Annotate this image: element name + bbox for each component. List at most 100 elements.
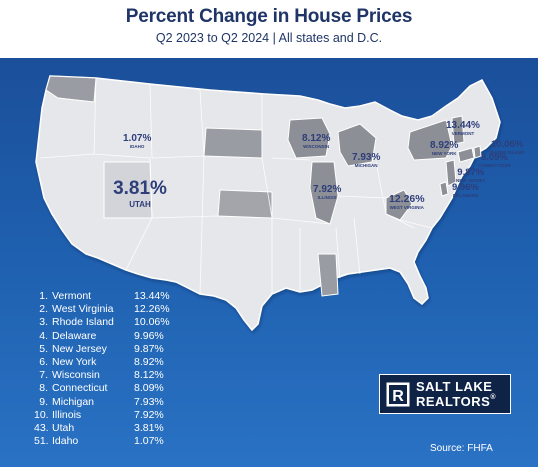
label-value: 10.06% <box>491 139 524 150</box>
label-illinois: 7.92% ILLINOIS <box>313 184 341 200</box>
state-wisconsin <box>287 117 331 159</box>
state-new-jersey <box>445 159 457 187</box>
state-borders <box>39 77 433 295</box>
logo-line1: SALT LAKE <box>416 379 493 394</box>
list-item: 2. West Virginia 12.26% <box>34 303 169 316</box>
rank-number: 5. <box>39 342 48 355</box>
state-mississippi <box>317 253 339 297</box>
rank-state: Utah <box>52 421 75 434</box>
label-state: NEW JERSEY <box>456 178 486 183</box>
rank-number: 8. <box>39 382 48 395</box>
label-value: 12.26% <box>389 193 425 205</box>
source-note: Source: FHFA <box>430 443 493 454</box>
rank-value: 13.44% <box>134 290 170 302</box>
logo-line2: REALTORS® <box>416 394 496 409</box>
state-rhode-island <box>473 145 482 159</box>
label-state: MICHIGAN <box>354 163 378 168</box>
rank-value: 9.87% <box>134 342 164 355</box>
rank-state: Illinois <box>52 408 82 421</box>
label-value: 8.92% <box>430 140 459 151</box>
label-state: RHODE ISLAND <box>490 150 525 155</box>
label-connecticut: 8.09% CONNECTICUT <box>478 152 511 168</box>
rank-value: 3.81% <box>134 421 164 434</box>
label-west-virginia: 12.26% WEST VIRGINIA <box>389 193 425 210</box>
label-state: NEW YORK <box>431 151 457 156</box>
label-state: WISCONSIN <box>303 144 330 149</box>
rank-state: Idaho <box>52 435 79 448</box>
rank-value: 8.92% <box>134 355 164 368</box>
rank-value: 9.96% <box>134 329 164 342</box>
label-state: UTAH <box>129 200 151 209</box>
label-value: 1.07% <box>123 133 152 144</box>
label-wisconsin: 8.12% WISCONSIN <box>302 133 330 149</box>
rank-number: 1. <box>39 290 48 302</box>
rank-state: New York <box>52 355 97 368</box>
rank-number: 4. <box>39 329 48 342</box>
list-item: 8. Connecticut 8.09% <box>34 382 164 395</box>
rank-number: 3. <box>39 316 48 329</box>
label-value: 7.93% <box>352 152 381 163</box>
label-value: 8.09% <box>480 152 508 163</box>
page-title: Percent Change in House Prices <box>125 6 413 27</box>
rank-value: 10.06% <box>134 316 170 329</box>
label-state: ILLINOIS <box>317 195 337 200</box>
label-utah: 3.81% UTAH <box>110 178 170 209</box>
label-delaware: 9.96% DELAWARE <box>452 182 479 198</box>
rank-value: 1.07% <box>134 435 164 448</box>
rank-value: 7.93% <box>134 395 164 408</box>
label-idaho: 1.07% IDAHO <box>123 133 151 149</box>
logo-line2-text: REALTORS <box>416 394 491 409</box>
rank-state: Connecticut <box>52 382 108 395</box>
list-item: 43. Utah 3.81% <box>34 421 164 435</box>
label-state: CONNECTICUT <box>478 163 511 168</box>
rank-value: 7.92% <box>134 408 164 421</box>
rank-number: 7. <box>39 369 48 382</box>
label-vermont: 13.44% VERMONT <box>446 120 480 136</box>
list-item: 7. Wisconsin 8.12% <box>34 369 164 382</box>
rank-number: 6. <box>39 355 48 368</box>
list-item: 4. Delaware 9.96% <box>34 329 164 343</box>
header: Percent Change in House Prices Q2 2023 t… <box>0 0 538 58</box>
label-value: 13.44% <box>446 120 480 131</box>
state-michigan <box>337 123 377 167</box>
list-item: 9. Michigan 7.93% <box>34 395 164 409</box>
ranking-list: 1. Vermont 13.44% 2. West Virginia 12.26% 3.… <box>34 290 170 448</box>
state-kansas <box>217 189 273 219</box>
rank-value: 8.09% <box>134 382 164 395</box>
realtor-mark-icon: R <box>386 382 410 407</box>
logo-mark-letter: R <box>392 388 404 405</box>
page-subtitle: Q2 2023 to Q2 2024 | All states and D.C. <box>155 31 383 45</box>
state-connecticut <box>457 147 475 163</box>
list-item: 6. New York 8.92% <box>34 355 164 369</box>
label-value: 8.12% <box>302 133 331 144</box>
rank-number: 51. <box>34 435 49 448</box>
list-item: 3. Rhode Island 10.06% <box>34 316 169 329</box>
label-state: WEST VIRGINIA <box>389 205 424 210</box>
label-state: IDAHO <box>129 144 145 149</box>
rank-number: 2. <box>39 303 48 316</box>
rank-state: Delaware <box>52 329 97 342</box>
label-new-york: 8.92% NEW YORK <box>430 140 458 156</box>
salt-lake-realtors-logo: R SALT LAKE REALTORS® <box>379 374 511 414</box>
label-state: VERMONT <box>451 131 475 136</box>
label-value: 7.92% <box>313 184 342 195</box>
state-utah <box>103 161 153 219</box>
label-rhode-island: 10.06% RHODE ISLAND <box>490 139 524 155</box>
list-item: 5. New Jersey 9.87% <box>34 342 164 356</box>
label-value: 9.96% <box>452 182 479 193</box>
state-vermont <box>451 115 465 145</box>
rank-state: Rhode Island <box>52 316 114 329</box>
rank-state: Wisconsin <box>52 369 100 382</box>
list-item: 1. Vermont 13.44% <box>34 290 169 303</box>
rank-value: 8.12% <box>134 369 164 382</box>
label-michigan: 7.93% MICHIGAN <box>352 152 380 168</box>
state-west-virginia <box>385 189 413 221</box>
rank-number: 9. <box>39 395 48 408</box>
list-item: 51. Idaho 1.07% <box>34 435 164 448</box>
label-state: DELAWARE <box>452 193 479 198</box>
state-south-dakota <box>203 127 263 159</box>
rank-number: 10. <box>34 408 49 421</box>
label-value: 3.81% <box>113 178 167 199</box>
rank-value: 12.26% <box>134 303 170 316</box>
state-new-york <box>407 119 453 161</box>
